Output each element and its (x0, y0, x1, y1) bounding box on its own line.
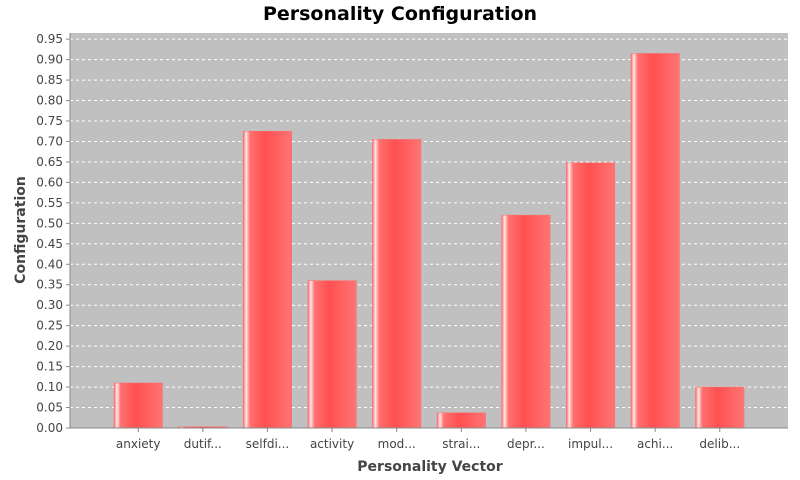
x-tick-label: strai... (442, 437, 480, 451)
y-tick-label: 0.70 (36, 134, 63, 148)
x-tick-label: selfdi... (246, 437, 290, 451)
x-tick-label: delib... (699, 437, 740, 451)
x-tick-label: activity (310, 437, 354, 451)
bar-mod (372, 139, 422, 429)
x-tick-labels: anxiety dutif... selfdi... activity mod... st… (116, 428, 740, 451)
y-tick-label: 0.75 (36, 114, 63, 128)
y-tick-label: 0.45 (36, 237, 63, 251)
y-tick-label: 0.55 (36, 196, 63, 210)
bar-strai (436, 412, 486, 429)
x-tick-label: mod... (378, 437, 416, 451)
bar-activity (307, 280, 357, 429)
bar-selfdi (242, 130, 292, 429)
y-tick-label: 0.65 (36, 155, 63, 169)
y-tick-label: 0.10 (36, 380, 63, 394)
x-tick-label: anxiety (116, 437, 161, 451)
axes (69, 33, 788, 429)
y-tick-label: 0.90 (36, 53, 63, 67)
y-tick-label: 0.15 (36, 360, 63, 374)
bar-anxiety (113, 382, 163, 429)
bar-depr (501, 214, 551, 429)
y-tick-label: 0.35 (36, 278, 63, 292)
y-tick-labels: 0.00 0.05 0.10 0.15 0.20 0.25 0.30 0.35 0.40 0.45… (36, 32, 70, 435)
y-tick-label: 0.50 (36, 216, 63, 230)
y-tick-label: 0.40 (36, 257, 63, 271)
bar-achi (630, 53, 680, 429)
y-tick-label: 0.85 (36, 73, 63, 87)
y-tick-label: 0.00 (36, 421, 63, 435)
y-axis-label: Configuration (13, 176, 29, 284)
plot-area (70, 33, 788, 428)
x-tick-label: achi... (637, 437, 673, 451)
x-tick-label: impul... (568, 437, 613, 451)
y-tick-label: 0.20 (36, 339, 63, 353)
y-tick-label: 0.95 (36, 32, 63, 46)
x-axis-label: Personality Vector (357, 459, 502, 475)
bar-delib (695, 386, 745, 429)
y-tick-label: 0.30 (36, 298, 63, 312)
chart-title: Personality Configuration (263, 3, 537, 25)
x-tick-label: depr... (507, 437, 545, 451)
bars (113, 53, 745, 429)
y-tick-label: 0.80 (36, 94, 63, 108)
x-tick-label: dutif... (184, 437, 222, 451)
y-tick-label: 0.60 (36, 175, 63, 189)
y-tick-label: 0.05 (36, 401, 63, 415)
bar-impul (566, 162, 616, 429)
y-tick-label: 0.25 (36, 319, 63, 333)
